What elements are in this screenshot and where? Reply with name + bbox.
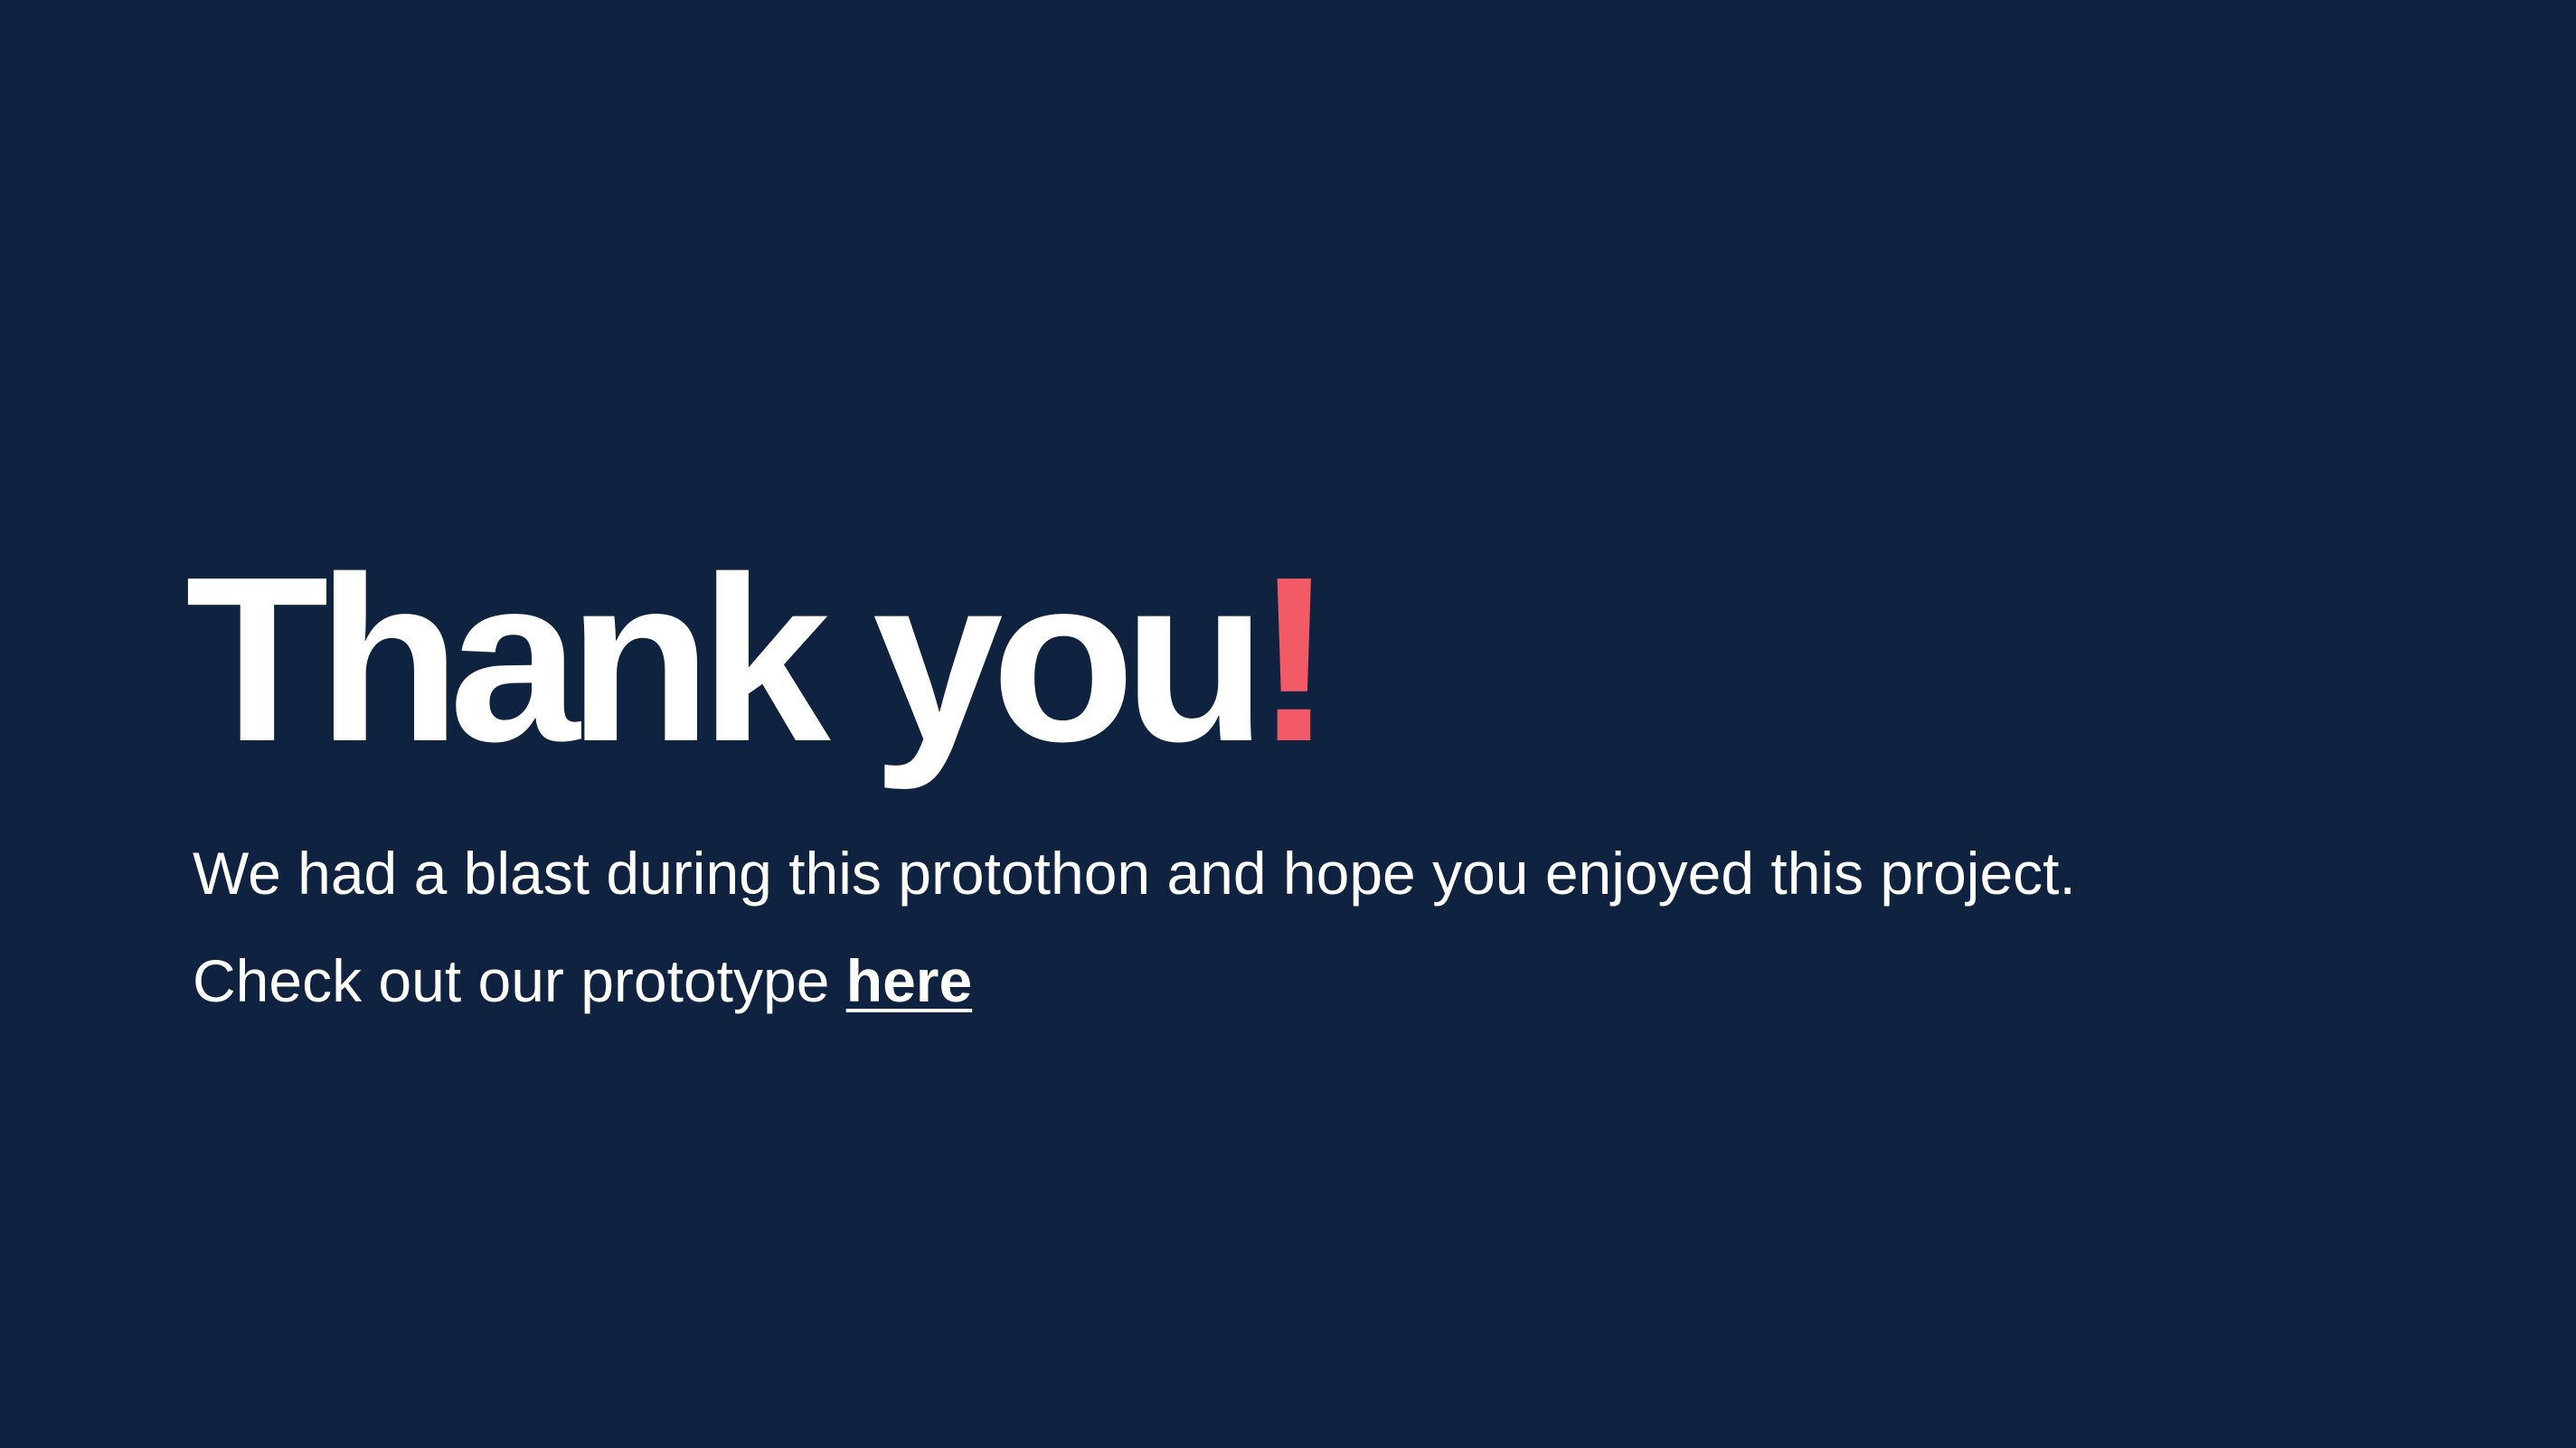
thank-you-heading: Thank you! (185, 542, 1334, 777)
prototype-link[interactable]: here (845, 947, 973, 1014)
prototype-message-prefix: Check out our prototype (193, 947, 846, 1014)
blast-message: We had a blast during this protothon and… (193, 840, 2076, 907)
heading-exclamation-accent: ! (1255, 529, 1334, 791)
heading-main-text: Thank you (185, 529, 1267, 791)
prototype-message: Check out our prototype here (193, 945, 972, 1017)
